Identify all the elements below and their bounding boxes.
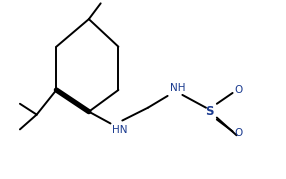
- Text: S: S: [205, 105, 213, 118]
- Text: O: O: [235, 85, 243, 95]
- Text: NH: NH: [170, 83, 185, 93]
- Text: HN: HN: [112, 125, 128, 136]
- Text: O: O: [235, 128, 243, 138]
